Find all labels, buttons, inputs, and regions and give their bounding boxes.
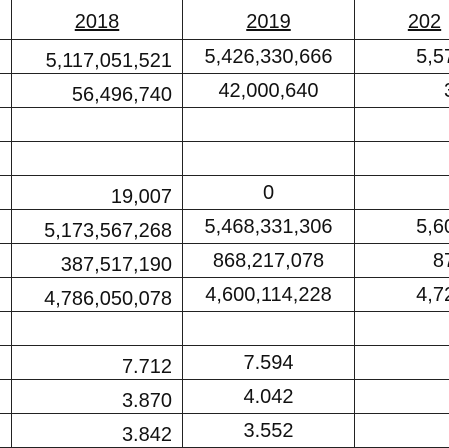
- empty-cell: [0, 108, 12, 142]
- cell: 4,600,114,228: [183, 278, 355, 312]
- empty-cell: [0, 414, 12, 448]
- column-header: 202: [355, 0, 449, 40]
- empty-cell: [0, 142, 12, 176]
- cell: 4,728,25: [355, 278, 449, 312]
- empty-cell: [0, 210, 12, 244]
- cell: 7.594: [183, 346, 355, 380]
- column-header: 2019: [183, 0, 355, 40]
- cell: 1: [355, 176, 449, 210]
- empty-cell: [0, 346, 12, 380]
- empty-cell: [12, 108, 183, 142]
- empty-cell: [0, 278, 12, 312]
- empty-cell: [355, 142, 449, 176]
- empty-cell: [0, 380, 12, 414]
- empty-cell: [355, 346, 449, 380]
- cell: 3.842: [12, 414, 183, 448]
- cell: 5,426,330,666: [183, 40, 355, 74]
- empty-cell: [0, 0, 12, 40]
- empty-cell: [0, 312, 12, 346]
- cell: 868,217,078: [183, 244, 355, 278]
- cell: 4.042: [183, 380, 355, 414]
- cell: 4,786,050,078: [12, 278, 183, 312]
- empty-cell: [0, 40, 12, 74]
- empty-cell: [0, 176, 12, 210]
- cell: 387,517,190: [12, 244, 183, 278]
- cell: 7.712: [12, 346, 183, 380]
- empty-cell: [183, 312, 355, 346]
- cell: 5,468,331,306: [183, 210, 355, 244]
- empty-cell: [355, 312, 449, 346]
- cell: 5,576,42: [355, 40, 449, 74]
- cell: 879,35: [355, 244, 449, 278]
- empty-cell: [183, 142, 355, 176]
- cell: 0: [183, 176, 355, 210]
- empty-cell: [0, 74, 12, 108]
- empty-cell: [0, 244, 12, 278]
- empty-cell: [12, 312, 183, 346]
- empty-cell: [355, 108, 449, 142]
- cell: 5,117,051,521: [12, 40, 183, 74]
- cell: 31,17: [355, 74, 449, 108]
- cell: 42,000,640: [183, 74, 355, 108]
- cell: 56,496,740: [12, 74, 183, 108]
- empty-cell: [183, 108, 355, 142]
- empty-cell: [355, 380, 449, 414]
- cell: 19,007: [12, 176, 183, 210]
- empty-cell: [12, 142, 183, 176]
- cell: 3.870: [12, 380, 183, 414]
- cell: 5,607,61: [355, 210, 449, 244]
- column-header: 2018: [12, 0, 183, 40]
- empty-cell: [355, 414, 449, 448]
- cell: 5,173,567,268: [12, 210, 183, 244]
- cell: 3.552: [183, 414, 355, 448]
